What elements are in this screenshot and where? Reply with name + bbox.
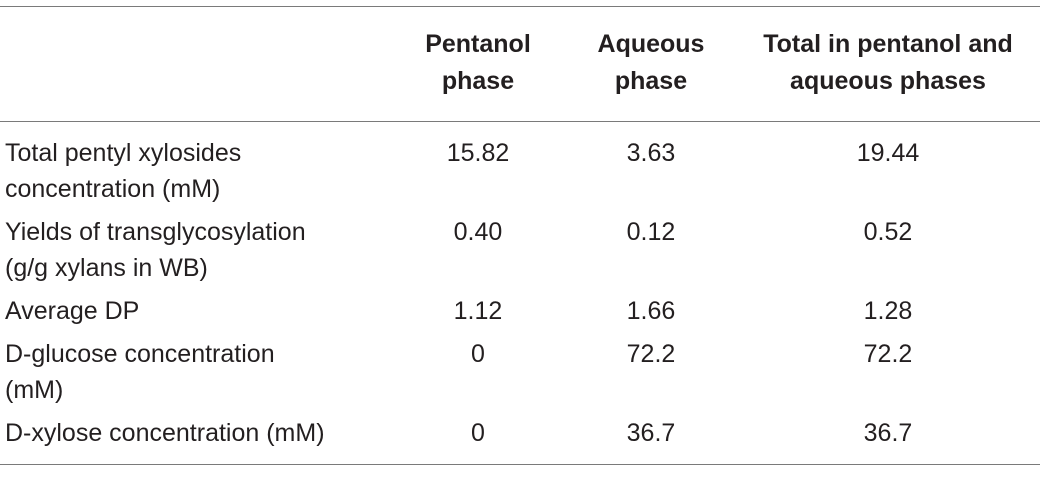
cell-total: 36.7 <box>863 419 913 447</box>
cell-total: 72.2 <box>863 340 913 368</box>
cell-aqueous: 0.12 <box>626 218 676 246</box>
cell-aqueous: 72.2 <box>626 340 676 368</box>
row-label: Yields of transglycosylation (g/g xylans … <box>5 218 306 282</box>
table-row: Yields of transglycosylation (g/g xylans … <box>0 214 1040 293</box>
table-row: Total pentyl xylosides concentration (mM)… <box>0 122 1040 215</box>
row-label: D-glucose concentration (mM) <box>5 340 275 404</box>
cell-pentanol: 15.82 <box>446 139 510 167</box>
results-table: Pentanol phase Aqueous phase Total in pent… <box>0 6 1040 465</box>
cell-total: 1.28 <box>863 297 913 325</box>
table-row: D-glucose concentration (mM) 0 72.2 72.2 <box>0 336 1040 415</box>
cell-total: 19.44 <box>856 139 920 167</box>
row-label: Average DP <box>5 297 140 325</box>
cell-aqueous: 1.66 <box>626 297 676 325</box>
row-label: D-xylose concentration (mM) <box>5 419 325 447</box>
header-pentanol-phase: Pentanol phase <box>425 30 531 95</box>
header-stub <box>0 7 390 122</box>
cell-pentanol: 1.12 <box>453 297 503 325</box>
table-row: D-xylose concentration (mM) 0 36.7 36.7 <box>0 415 1040 465</box>
header-total: Total in pentanol and aqueous phases <box>763 30 1013 95</box>
row-label: Total pentyl xylosides concentration (mM) <box>5 139 242 203</box>
header-aqueous-phase: Aqueous phase <box>597 30 705 95</box>
table-body: Total pentyl xylosides concentration (mM)… <box>0 122 1040 465</box>
cell-total: 0.52 <box>863 218 913 246</box>
cell-aqueous: 3.63 <box>626 139 676 167</box>
cell-pentanol: 0 <box>471 419 485 447</box>
table-row: Average DP 1.12 1.66 1.28 <box>0 293 1040 336</box>
cell-pentanol: 0.40 <box>453 218 503 246</box>
table-header: Pentanol phase Aqueous phase Total in pent… <box>0 6 1040 122</box>
cell-aqueous: 36.7 <box>626 419 676 447</box>
header-row: Pentanol phase Aqueous phase Total in pent… <box>0 6 1040 122</box>
cell-pentanol: 0 <box>471 340 485 368</box>
